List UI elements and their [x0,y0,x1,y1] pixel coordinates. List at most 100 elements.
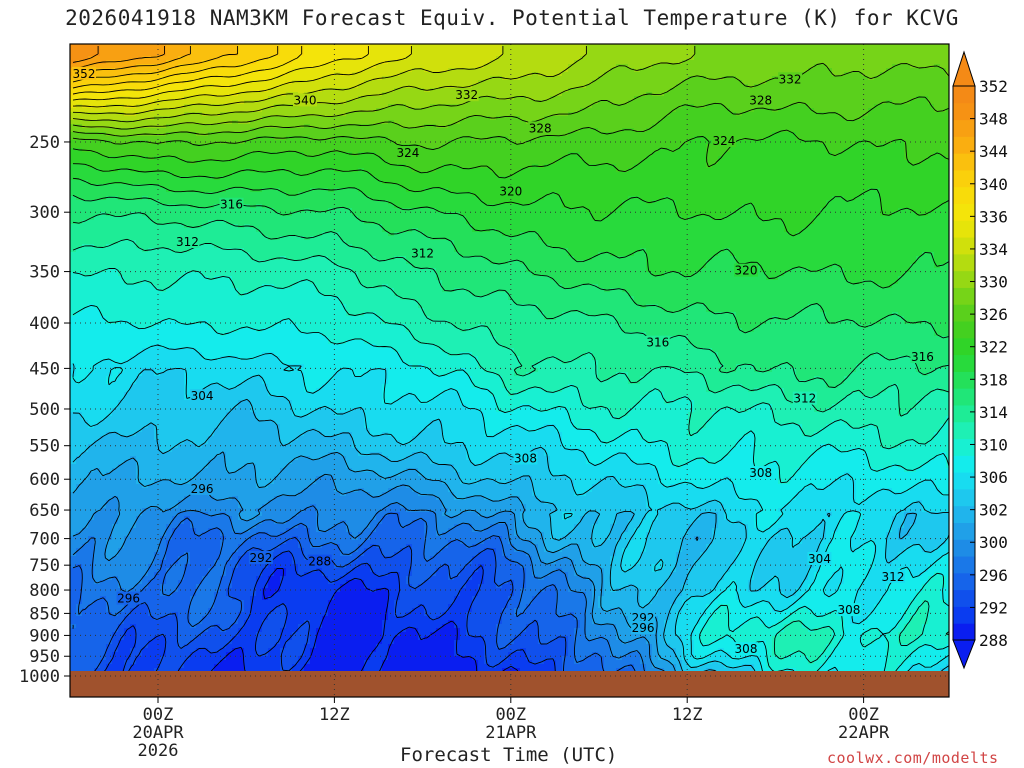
colorbar-segment [953,573,975,590]
contour-label: 332 [455,88,478,102]
y-tick-label: 800 [29,581,60,601]
colorbar-segment [953,355,975,372]
colorbar-label: 326 [979,305,1008,324]
y-tick-label: 700 [29,530,60,550]
contour-label: 296 [191,482,214,496]
y-tick-label: 550 [29,437,60,457]
colorbar-label: 302 [979,501,1008,520]
colorbar-segment [953,271,975,288]
field-shading [70,44,953,701]
contour-label: 312 [176,235,199,249]
x-tick-label: 12Z [672,705,703,725]
contour-label: 328 [749,93,772,107]
x-tick-label: 00Z [495,705,526,725]
contour-label: 312 [411,247,434,261]
colorbar-segment [953,606,975,623]
colorbar-label: 300 [979,533,1008,552]
contour-label: 296 [632,621,655,635]
contour-label: 304 [191,389,214,403]
y-tick-label: 950 [29,647,60,667]
colorbar-segment [953,388,975,405]
colorbar-top-arrow [953,52,975,86]
x-tick-label: 00Z [848,705,879,725]
y-tick-label: 500 [29,400,60,420]
colorbar-segment [953,103,975,120]
site-credit: coolwx.com/modelts [827,749,999,767]
colorbar-segment [953,489,975,506]
colorbar-segment [953,304,975,321]
y-tick-label: 350 [29,263,60,283]
colorbar-segment [953,86,975,103]
colorbar-segment [953,187,975,204]
colorbar-label: 314 [979,403,1008,422]
colorbar-segment [953,556,975,573]
contour-label: 316 [220,198,243,212]
colorbar-segment [953,237,975,254]
colorbar-label: 306 [979,468,1008,487]
contour-label: 340 [294,93,317,107]
colorbar-bottom-arrow [953,640,975,668]
contour-label: 308 [837,603,860,617]
colorbar-segment [953,287,975,304]
colorbar-label: 348 [979,110,1008,129]
contour-label: 324 [396,146,419,160]
y-tick-label: 750 [29,556,60,576]
contour-label: 296 [117,592,140,606]
contour-label: 316 [911,350,934,364]
colorbar-segment [953,405,975,422]
colorbar-label: 292 [979,598,1008,617]
colorbar-segment [953,153,975,170]
colorbar-label: 322 [979,338,1008,357]
x-tick-label: 12Z [319,705,350,725]
y-tick-label: 600 [29,470,60,490]
y-tick-label: 900 [29,626,60,646]
x-tick-label: 22APR [838,723,890,743]
colorbar-label: 330 [979,273,1008,292]
contour-label: 320 [499,184,522,198]
colorbar-segment [953,220,975,237]
y-tick-label: 300 [29,203,60,223]
y-tick-label: 250 [29,133,60,153]
y-axis: 2503003504004505005506006507007508008509… [19,133,70,687]
y-tick-label: 450 [29,359,60,379]
colorbar-segment [953,254,975,271]
contour-label: 292 [249,551,272,565]
x-tick-label: 21APR [485,723,537,743]
colorbar-segment [953,590,975,607]
colorbar-segment [953,439,975,456]
colorbar-label: 296 [979,566,1008,585]
contour-label: 312 [882,570,905,584]
colorbar-segment [953,170,975,187]
colorbar-label: 288 [979,631,1008,650]
colorbar-label: 344 [979,142,1008,161]
colorbar-segment [953,422,975,439]
colorbar-segment [953,506,975,523]
colorbar-segment [953,623,975,640]
colorbar-label: 336 [979,207,1008,226]
colorbar-label: 334 [979,240,1008,259]
contour-label: 324 [712,134,735,148]
colorbar-segment [953,472,975,489]
x-tick-label: 2026 [138,741,179,761]
colorbar-label: 340 [979,175,1008,194]
colorbar-segment [953,455,975,472]
x-tick-label: 20APR [132,723,184,743]
colorbar-segment [953,120,975,137]
contour-label: 312 [793,392,816,406]
colorbar-segment [953,204,975,221]
colorbar-label: 352 [979,77,1008,96]
colorbar-label: 318 [979,370,1008,389]
colorbar-segment [953,371,975,388]
contour-label: 332 [779,72,802,86]
y-tick-label: 1000 [19,667,60,687]
colorbar-segment [953,522,975,539]
contour-label: 304 [808,552,831,566]
y-tick-label: 400 [29,314,60,334]
contour-label: 328 [529,121,552,135]
contour-label: 308 [735,642,758,656]
colorbar-segment [953,321,975,338]
contour-label: 308 [514,451,537,465]
contour-label: 308 [749,466,772,480]
ground-surface [70,671,949,697]
